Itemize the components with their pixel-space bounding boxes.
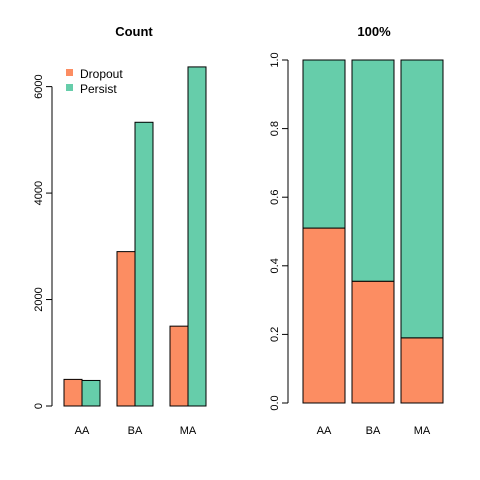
count-bar-ba-dropout (116, 251, 136, 407)
percent-bar-ma-dropout (400, 337, 444, 404)
percent-bar-aa-dropout (302, 227, 346, 404)
legend-swatch-persist (66, 84, 73, 91)
count-x-tick-labels: AA BA MA (75, 425, 197, 437)
count-bar-ba-persist (134, 121, 154, 407)
count-bar-aa-dropout (63, 378, 83, 407)
count-x-label-ba: BA (128, 425, 143, 437)
legend-label-persist: Persist (80, 82, 117, 96)
percent-bar-ma-persist (400, 59, 444, 339)
percent-y-tick-label: 0.8 (269, 121, 281, 136)
count-bars (63, 66, 207, 407)
count-x-label-ma: MA (180, 425, 197, 437)
percent-bars (302, 59, 444, 404)
percent-y-tick-label: 0.6 (269, 190, 281, 205)
count-y-axis: 0 2000 4000 6000 (33, 74, 53, 409)
percent-x-label-aa: AA (317, 425, 332, 437)
count-panel: Count 0 2000 4000 6000 AA BA MA Dropout Persi… (33, 24, 207, 437)
percent-y-tick-label: 0.4 (269, 258, 281, 273)
percent-y-axis: 0.0 0.2 0.4 0.6 0.8 1.0 (269, 52, 289, 411)
percent-x-label-ba: BA (366, 425, 381, 437)
count-bar-aa-persist (81, 379, 101, 407)
percent-x-tick-labels: AA BA MA (317, 425, 431, 437)
count-bar-ma-persist (187, 66, 207, 407)
percent-bar-aa-persist (302, 59, 346, 229)
count-y-tick-label: 2000 (33, 287, 45, 311)
percent-y-tick-label: 0.2 (269, 327, 281, 342)
count-y-tick-label: 4000 (33, 181, 45, 205)
legend-swatch-dropout (66, 69, 73, 76)
count-y-tick-label: 0 (33, 403, 45, 409)
count-chart-title: Count (115, 24, 153, 39)
percent-chart-title: 100% (357, 24, 391, 39)
legend: Dropout Persist (66, 67, 123, 96)
percent-y-tick-label: 0.0 (269, 395, 281, 410)
percent-bar-ba-dropout (351, 280, 395, 404)
count-x-label-aa: AA (75, 425, 90, 437)
percent-x-label-ma: MA (414, 425, 431, 437)
count-y-tick-label: 6000 (33, 74, 45, 98)
percent-bar-ba-persist (351, 59, 395, 282)
legend-label-dropout: Dropout (80, 67, 123, 81)
percent-y-tick-label: 1.0 (269, 52, 281, 67)
count-bar-ma-dropout (169, 325, 189, 407)
percent-panel: 100% 0.0 0.2 0.4 0.6 0.8 1.0 AA BA MA (269, 24, 444, 437)
